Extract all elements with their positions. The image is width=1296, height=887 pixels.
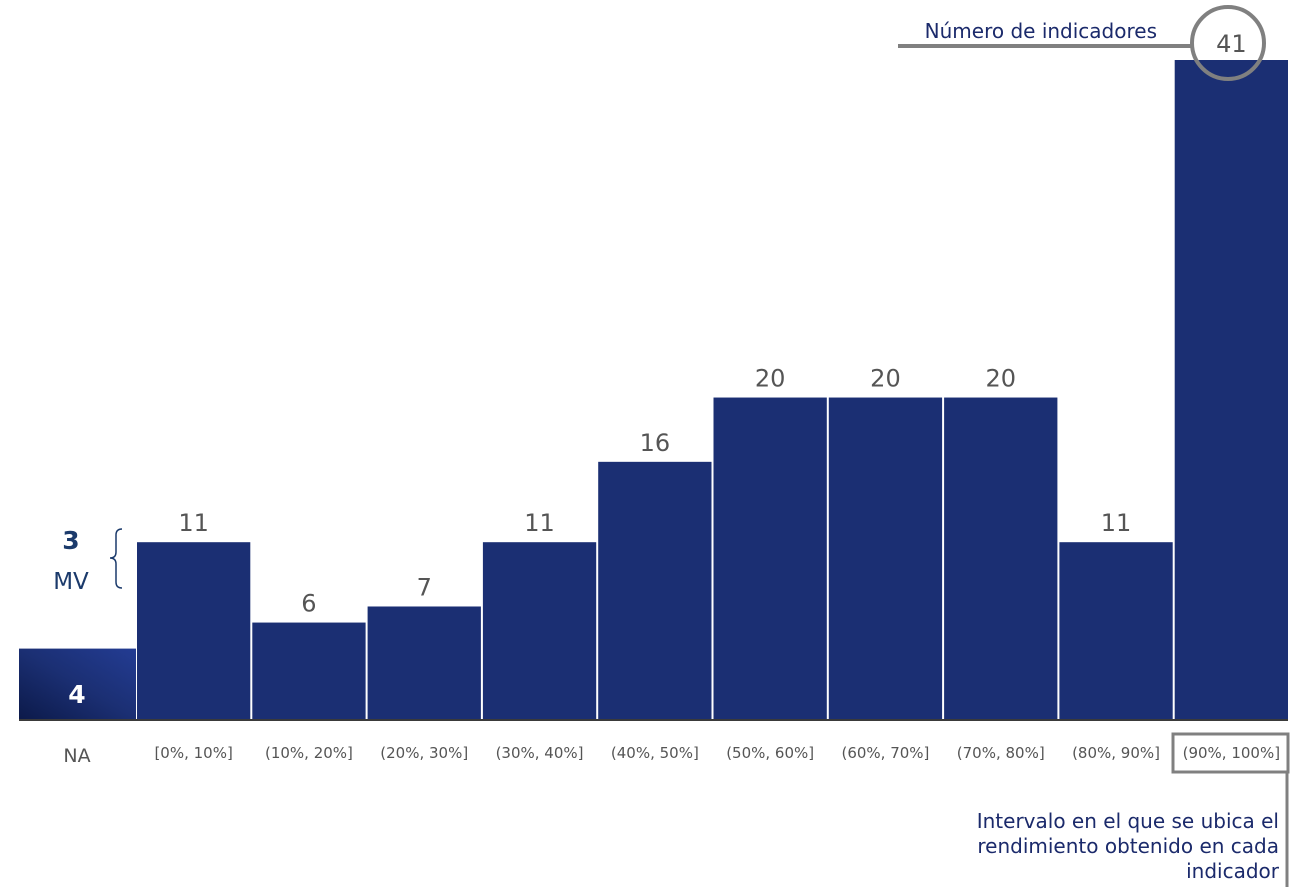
bar	[367, 606, 481, 719]
x-tick-label: (90%, 100%]	[1183, 744, 1280, 762]
bar-value-label: 11	[1101, 509, 1132, 537]
x-tick-label: (20%, 30%]	[380, 744, 468, 762]
bar-value-label: 20	[755, 365, 786, 393]
bar	[828, 397, 943, 719]
tick-highlight-box	[1171, 732, 1290, 774]
x-tick-label: (40%, 50%]	[611, 744, 699, 762]
bar-value-label: 20	[985, 365, 1016, 393]
x-tick-label: (10%, 20%]	[265, 744, 353, 762]
x-tick-label: (80%, 90%]	[1072, 744, 1160, 762]
bar	[944, 397, 1058, 719]
annotation-top-text: Número de indicadores	[925, 19, 1157, 43]
bar-value-label: 6	[301, 590, 316, 618]
x-tick-label: (50%, 60%]	[726, 744, 814, 762]
bar	[1174, 60, 1288, 719]
bar-value-label: 20	[870, 365, 901, 393]
bar-value-label: 41	[1216, 30, 1247, 58]
bar	[598, 461, 712, 719]
annotation-bottom-text: Intervalo en el que se ubica el	[977, 809, 1279, 833]
bar	[252, 622, 366, 719]
bar	[482, 542, 597, 719]
bar	[713, 397, 827, 719]
na-value-label: 4	[68, 680, 85, 709]
na-tick-label: NA	[63, 745, 90, 767]
mv-label: MV	[53, 569, 89, 595]
mv-value: 3	[62, 526, 79, 555]
bar-value-label: 11	[178, 509, 209, 537]
bar	[1059, 542, 1173, 719]
x-tick-label: (60%, 70%]	[841, 744, 929, 762]
bar-value-label: 7	[417, 573, 432, 601]
x-tick-label: [0%, 10%]	[154, 744, 232, 762]
na-bar	[19, 648, 136, 719]
x-tick-label: (30%, 40%]	[496, 744, 584, 762]
bar-value-label: 16	[640, 429, 671, 457]
annotation-bottom-text: indicador	[1186, 859, 1280, 883]
annotation-bottom-text: rendimiento obtenido en cada	[977, 834, 1279, 858]
value-highlight-circle	[1190, 5, 1266, 81]
mv-brace-icon	[109, 528, 123, 589]
bar-value-label: 11	[524, 509, 555, 537]
bar	[137, 542, 251, 719]
x-tick-label: (70%, 80%]	[957, 744, 1045, 762]
